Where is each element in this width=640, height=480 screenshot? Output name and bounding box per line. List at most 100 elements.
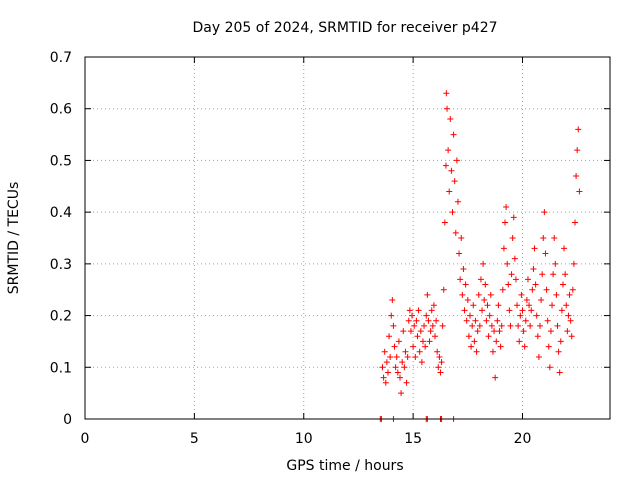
data-point [555, 348, 562, 355]
data-point [422, 343, 429, 350]
data-point [392, 364, 399, 371]
data-point [405, 317, 412, 324]
data-point [568, 333, 575, 340]
data-point [567, 317, 574, 324]
x-tick-label: 10 [295, 431, 313, 447]
data-point [504, 260, 511, 267]
x-tick-label: 20 [514, 431, 532, 447]
data-point [443, 90, 450, 97]
data-point [556, 369, 563, 376]
data-point [387, 353, 394, 360]
data-point [529, 286, 536, 293]
data-point [426, 338, 433, 345]
data-points [377, 90, 583, 422]
data-point [569, 286, 576, 293]
data-point [414, 333, 421, 340]
data-point [457, 276, 464, 283]
data-point [471, 338, 478, 345]
data-point [437, 369, 444, 376]
data-point [491, 328, 498, 335]
data-point [421, 322, 428, 329]
data-point [503, 203, 510, 210]
data-point [483, 317, 490, 324]
data-point [469, 322, 476, 329]
data-point [558, 307, 565, 314]
data-point [546, 364, 553, 371]
data-point [446, 188, 453, 195]
y-tick-label: 0 [63, 412, 72, 428]
data-point [399, 359, 406, 366]
data-point [407, 328, 414, 335]
data-point [404, 353, 411, 360]
data-point [456, 250, 463, 257]
data-point [488, 322, 495, 329]
chart-title: Day 205 of 2024, SRMTID for receiver p42… [192, 20, 497, 36]
data-point [423, 312, 430, 319]
data-point [442, 162, 449, 169]
data-point [397, 374, 403, 381]
data-point [523, 297, 530, 304]
data-point [514, 302, 521, 309]
data-point [461, 307, 468, 314]
data-point [494, 317, 501, 324]
data-point [540, 235, 547, 241]
data-point [448, 167, 455, 174]
data-point [561, 245, 568, 252]
data-point [516, 338, 523, 345]
data-point [565, 312, 572, 319]
data-point [544, 317, 551, 324]
data-point [473, 348, 480, 355]
data-point [444, 105, 451, 112]
data-point [559, 281, 566, 288]
data-point [419, 338, 426, 345]
data-point [472, 317, 479, 324]
data-point [532, 281, 539, 288]
data-point [480, 260, 487, 267]
data-point [438, 359, 445, 366]
data-point [380, 374, 387, 381]
data-point [402, 348, 409, 355]
data-point [440, 286, 447, 293]
data-point [398, 390, 405, 397]
data-point [479, 307, 486, 314]
data-point [458, 235, 465, 241]
data-point [381, 348, 388, 355]
data-point [390, 322, 397, 329]
data-point [468, 343, 475, 350]
data-point [509, 235, 516, 241]
grid-lines [85, 57, 610, 419]
data-point [439, 322, 446, 329]
data-point [511, 255, 518, 262]
data-point [427, 328, 434, 335]
data-point [400, 328, 407, 335]
data-point [411, 322, 418, 329]
data-point [475, 291, 482, 298]
data-point [522, 317, 529, 324]
data-point [454, 198, 461, 205]
data-point [482, 281, 489, 288]
data-point [460, 266, 467, 273]
axes: 0 5 10 15 20 0 0.1 0.2 0.3 0.4 0.5 0.6 0.7 [50, 50, 610, 447]
y-tick-label: 0.3 [50, 257, 72, 273]
data-point [550, 271, 557, 278]
data-point [413, 317, 420, 324]
data-point [524, 276, 531, 283]
data-point [549, 302, 556, 309]
data-point [445, 147, 452, 154]
data-point [450, 131, 457, 138]
data-point [531, 245, 538, 252]
y-tick-label: 0.6 [50, 102, 72, 118]
x-axis-label: GPS time / hours [286, 458, 403, 474]
data-point [502, 219, 508, 226]
data-point [533, 312, 540, 319]
data-point [497, 343, 504, 350]
data-point [383, 359, 390, 366]
data-point [474, 328, 481, 335]
y-tick-label: 0.4 [50, 205, 72, 221]
data-point [526, 302, 533, 309]
data-point [452, 229, 459, 236]
data-point [519, 307, 526, 314]
y-tick-label: 0.1 [50, 360, 72, 376]
x-tick-label: 5 [190, 431, 199, 447]
data-point [465, 333, 472, 340]
